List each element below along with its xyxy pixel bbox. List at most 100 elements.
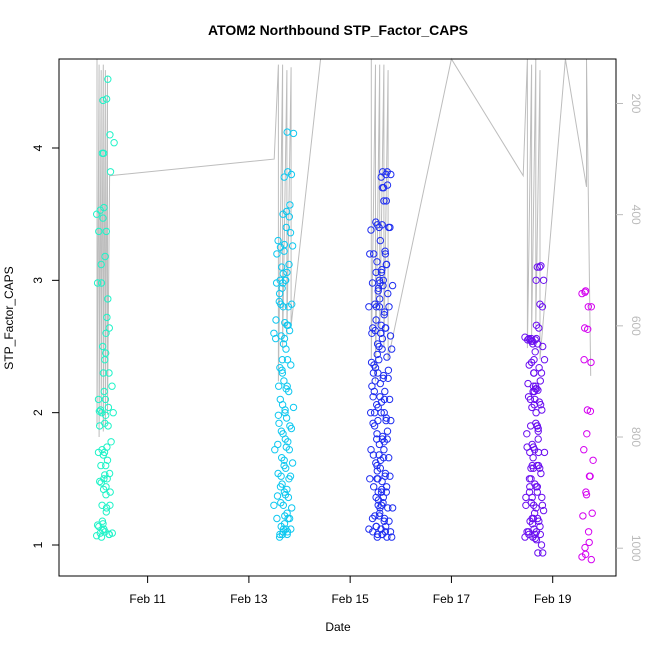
data-point (532, 483, 540, 491)
data-point (379, 454, 388, 462)
data-point (368, 279, 377, 287)
data-point (378, 266, 386, 274)
data-point (101, 395, 110, 404)
data-point (286, 422, 294, 430)
data-point (385, 454, 393, 462)
data-point (273, 492, 282, 500)
data-point (585, 538, 593, 547)
data-point (274, 469, 282, 478)
data-point (587, 303, 595, 311)
data-point (277, 300, 285, 308)
data-point (531, 530, 539, 539)
data-point (388, 345, 396, 353)
data-point (285, 475, 293, 483)
data-point (370, 409, 379, 417)
data-point (108, 529, 117, 537)
data-point (383, 435, 391, 443)
data-point (99, 342, 107, 351)
data-point (272, 316, 280, 324)
overlay-line (96, 57, 592, 438)
data-point (530, 525, 538, 533)
data-point (280, 456, 288, 464)
data-point (102, 411, 110, 419)
data-point (533, 263, 541, 271)
data-point (372, 218, 380, 226)
data-point (378, 345, 386, 353)
data-point (367, 409, 375, 417)
data-point (388, 281, 397, 290)
data-point (277, 499, 285, 507)
data-point (285, 387, 293, 396)
data-point (105, 369, 113, 377)
data-point (274, 411, 283, 419)
data-point (102, 349, 110, 357)
points-layer (93, 75, 597, 564)
data-point (381, 387, 389, 396)
data-point (100, 475, 108, 483)
data-point (108, 382, 116, 390)
data-point (278, 480, 286, 488)
data-point (584, 528, 593, 536)
data-point (366, 475, 374, 483)
data-point (375, 276, 384, 284)
data-point (369, 324, 377, 332)
data-point (580, 446, 588, 454)
data-point (103, 313, 111, 322)
data-point (534, 549, 542, 557)
data-point (380, 308, 389, 316)
data-point (382, 260, 390, 269)
data-point (276, 530, 284, 539)
data-point (106, 488, 114, 496)
data-point (282, 207, 291, 216)
data-point (286, 229, 295, 237)
data-point (535, 517, 543, 525)
data-point (382, 488, 390, 496)
data-point (283, 268, 291, 277)
data-point (375, 356, 383, 364)
data-point (285, 260, 293, 269)
data-point (102, 329, 110, 337)
data-point (276, 395, 284, 404)
data-point (368, 329, 376, 337)
data-point (380, 395, 389, 404)
data-point (536, 300, 544, 308)
data-point (382, 522, 390, 531)
data-point (279, 303, 287, 311)
x-tick-label: Feb 15 (331, 592, 369, 606)
data-point (580, 356, 588, 364)
data-point (283, 128, 291, 136)
data-point (383, 353, 391, 361)
data-point (538, 406, 546, 414)
data-point (375, 303, 384, 311)
y-tick-label: 3 (31, 277, 45, 284)
data-point (102, 461, 110, 470)
data-point (278, 369, 287, 377)
data-point (288, 242, 297, 250)
data-point (280, 334, 289, 343)
data-point (584, 325, 592, 333)
data-point (282, 464, 290, 472)
data-point (281, 491, 290, 499)
data-point (529, 454, 537, 462)
data-point (382, 483, 391, 491)
data-point (106, 168, 115, 176)
data-point (525, 361, 533, 369)
data-point (583, 430, 591, 438)
x-tick-label: Feb 19 (534, 592, 572, 606)
data-point (278, 454, 286, 462)
data-point (270, 329, 278, 337)
data-point (282, 414, 291, 422)
data-point (385, 517, 393, 525)
data-point (374, 416, 382, 425)
right-tick-label: 400 (629, 205, 643, 225)
data-point (97, 461, 105, 470)
data-point (280, 240, 289, 249)
data-point (377, 409, 385, 417)
data-point (369, 393, 377, 401)
data-point (379, 276, 387, 284)
data-point (387, 170, 395, 179)
y-tick-label: 1 (31, 541, 45, 548)
data-point (99, 520, 107, 528)
data-point (101, 252, 109, 261)
data-point (538, 303, 547, 311)
